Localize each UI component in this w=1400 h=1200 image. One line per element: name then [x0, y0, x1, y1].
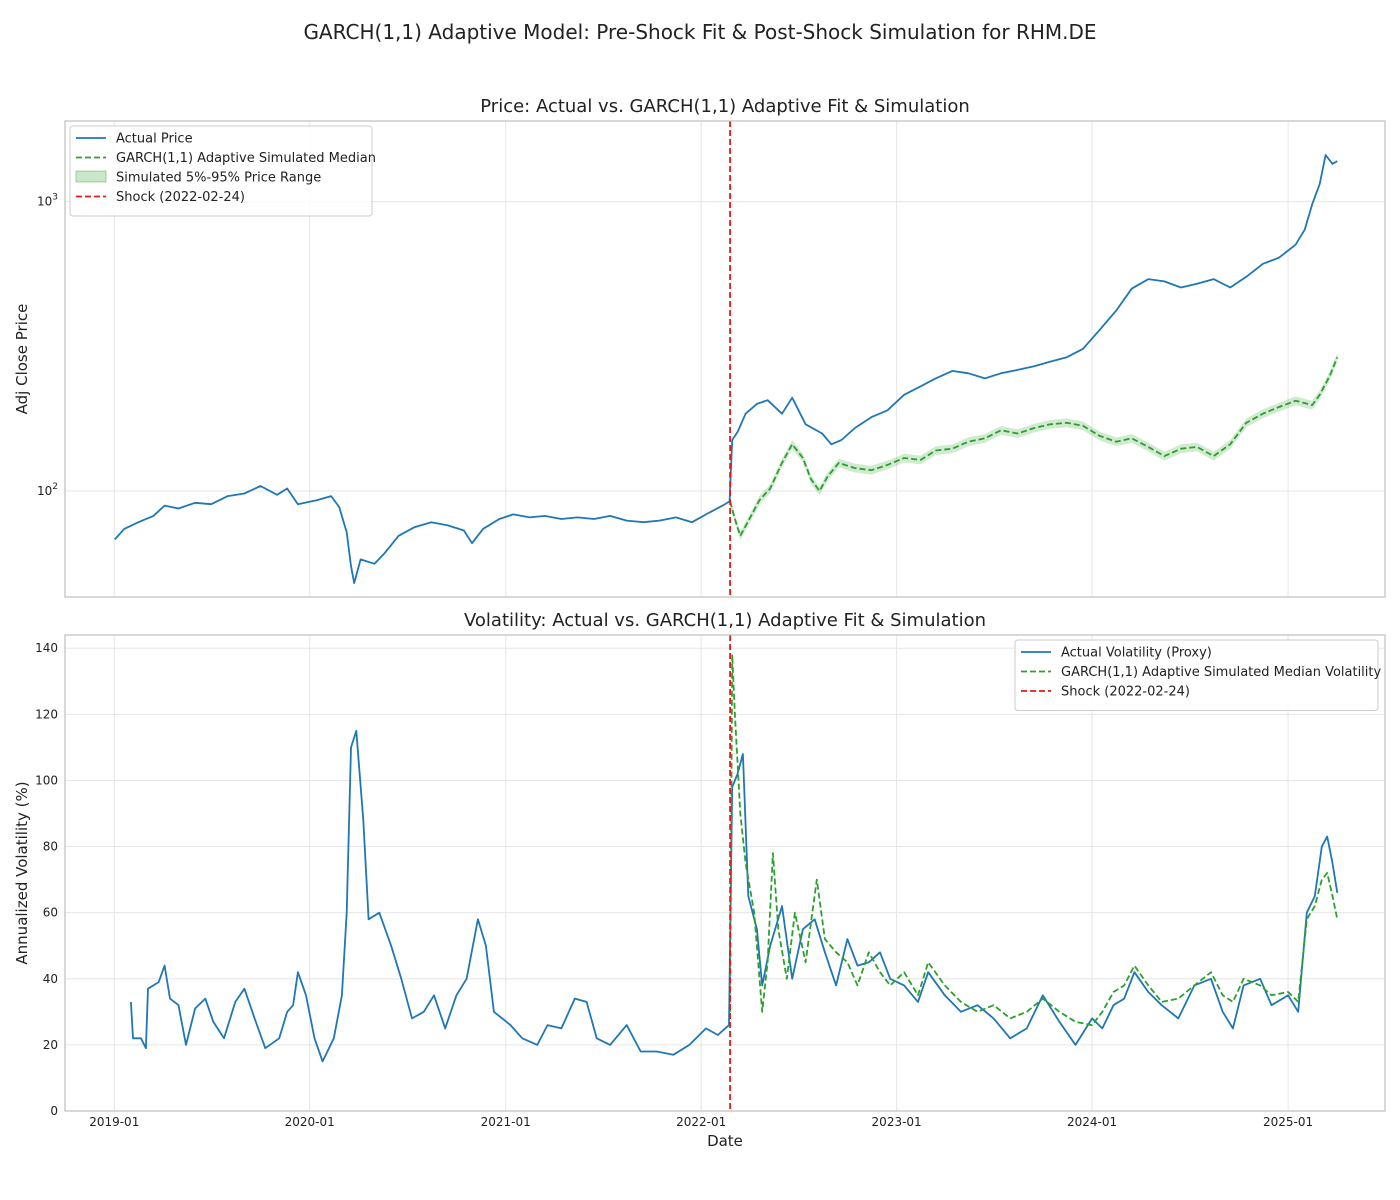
price-y-tick-base: 10: [37, 484, 52, 498]
volatility-panel: Volatility: Actual vs. GARCH(1,1) Adapti…: [13, 610, 1386, 1150]
volatility-y-tick-label: 0: [50, 1104, 58, 1118]
x-tick-label: 2021-01: [481, 1115, 531, 1129]
x-tick-label: 2024-01: [1067, 1115, 1117, 1129]
price-legend: Actual Price GARCH(1,1) Adaptive Simulate…: [69, 125, 376, 217]
price-plot-area: [114, 121, 1339, 597]
price-legend-label: Shock (2022-02-24): [116, 190, 245, 205]
x-tick-label: 2022-01: [676, 1115, 726, 1129]
volatility-y-tick-label: 80: [43, 840, 58, 854]
price-panel: Price: Actual vs. GARCH(1,1) Adaptive Fi…: [13, 96, 1386, 598]
volatility-y-tick-label: 60: [43, 906, 58, 920]
volatility-y-tick-label: 100: [35, 773, 58, 787]
volatility-legend-label: GARCH(1,1) Adaptive Simulated Median Vol…: [1061, 665, 1382, 680]
x-tick-label: 2023-01: [872, 1115, 922, 1129]
volatility-panel-title: Volatility: Actual vs. GARCH(1,1) Adapti…: [464, 610, 986, 631]
simulated-price-range-band: [730, 352, 1338, 541]
price-y-tick-exponent: 2: [52, 482, 58, 492]
price-legend-swatch: [75, 170, 107, 183]
price-axes-frame: [64, 120, 1386, 598]
volatility-y-axis-label: Annualized Volatility (%): [13, 781, 31, 964]
x-tick-label: 2020-01: [285, 1115, 335, 1129]
volatility-y-tick-label: 40: [43, 972, 58, 986]
price-y-tick-base: 10: [37, 195, 52, 209]
volatility-axes-frame: [64, 634, 1386, 1112]
volatility-y-ticks: 0 20 40 60 80 100 120 140: [35, 641, 58, 1118]
volatility-y-tick-label: 120: [35, 707, 58, 721]
price-panel-title: Price: Actual vs. GARCH(1,1) Adaptive Fi…: [480, 96, 970, 117]
x-tick-label: 2025-01: [1263, 1115, 1313, 1129]
price-y-tick-label: 103: [37, 193, 58, 209]
volatility-grid: [65, 635, 1385, 1112]
x-ticks: 2019-01 2020-01 2021-01 2022-01 2023-01 2024-…: [89, 1115, 1313, 1129]
price-legend-box: [69, 125, 373, 217]
volatility-legend-box: [1014, 639, 1379, 711]
volatility-legend-label: Shock (2022-02-24): [1061, 685, 1190, 700]
x-tick-label: 2019-01: [89, 1115, 139, 1129]
price-series-actual-line: [114, 154, 1338, 585]
volatility-y-tick-label: 140: [35, 641, 58, 655]
price-y-tick-label: 102: [37, 482, 58, 498]
price-y-tick-exponent: 3: [52, 193, 58, 203]
x-axis-label: Date: [707, 1132, 743, 1150]
volatility-legend: Actual Volatility (Proxy) GARCH(1,1) Adap…: [1014, 639, 1382, 711]
figure-title: GARCH(1,1) Adaptive Model: Pre-Shock Fit…: [303, 20, 1096, 44]
volatility-legend-label: Actual Volatility (Proxy): [1061, 646, 1212, 661]
price-series-simulated-line: [729, 356, 1339, 537]
volatility-series-actual-line: [130, 730, 1339, 1063]
price-y-axis-label: Adj Close Price: [13, 304, 31, 415]
price-legend-label: Actual Price: [116, 132, 193, 147]
price-legend-label: Simulated 5%-95% Price Range: [116, 171, 321, 186]
volatility-series-simulated-line: [729, 653, 1339, 1026]
price-legend-label: GARCH(1,1) Adaptive Simulated Median: [116, 151, 376, 166]
volatility-plot-area: [130, 635, 1339, 1111]
volatility-y-tick-label: 20: [43, 1038, 58, 1052]
